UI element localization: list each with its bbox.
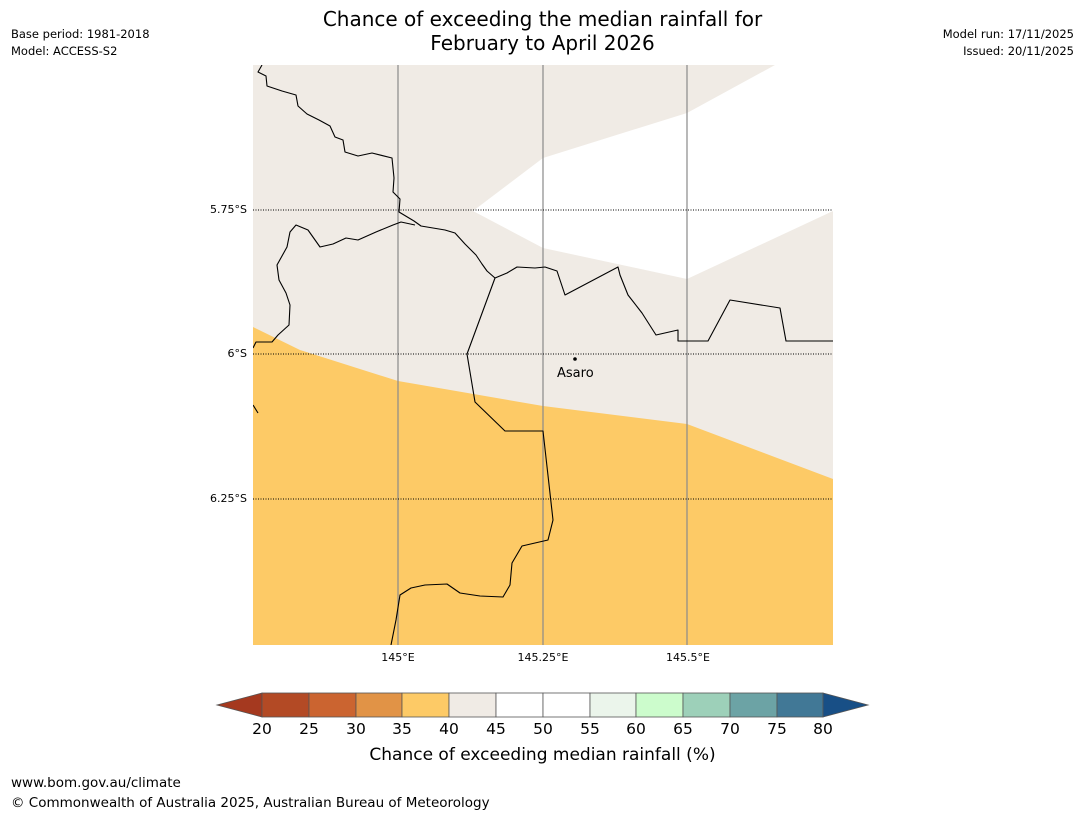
colorbar-extend-low: [215, 692, 263, 718]
base-period: Base period: 1981-2018: [11, 27, 150, 41]
boundary-edge-fragment: [253, 404, 259, 414]
colorbar-tick-45: 45: [486, 720, 506, 738]
boundary-northern: [257, 65, 833, 342]
meta-right: Model run: 17/11/2025 Issued: 20/11/2025: [943, 26, 1074, 60]
footer-copyright: © Commonwealth of Australia 2025, Austra…: [11, 795, 490, 811]
map-title: Chance of exceeding the median rainfall …: [0, 7, 1085, 55]
colorbar-extend-high: [822, 692, 870, 718]
colorbar-segment-45-50: [495, 692, 544, 718]
lat-label-5-75s: 5.75°S: [210, 203, 247, 216]
place-label-asaro: Asaro: [557, 366, 594, 381]
forecast-zone-50-55: [473, 65, 833, 279]
colorbar-tick-50: 50: [533, 720, 553, 738]
colorbar-segment-25-30: [308, 692, 357, 718]
colorbar-segment-35-40: [401, 692, 450, 718]
colorbar-segment-75-80: [776, 692, 824, 718]
boundary-southern: [390, 277, 554, 645]
colorbar-segment-20-25: [261, 692, 310, 718]
colorbar-tick-40: 40: [439, 720, 459, 738]
colorbar-tick-25: 25: [299, 720, 319, 738]
colorbar-tick-35: 35: [392, 720, 412, 738]
lon-label-145-5e: 145.5°E: [666, 651, 710, 664]
title-line-1: Chance of exceeding the median rainfall …: [322, 7, 763, 31]
lon-label-145-25e: 145.25°E: [517, 651, 569, 664]
colorbar-segment-30-35: [355, 692, 403, 718]
colorbar-tick-70: 70: [720, 720, 740, 738]
colorbar-tick-30: 30: [346, 720, 366, 738]
issued-date: Issued: 20/11/2025: [963, 44, 1074, 58]
asaro-marker: [573, 357, 577, 361]
boundary-western: [253, 221, 416, 349]
colorbar-segment-70-75: [729, 692, 778, 718]
title-line-2: February to April 2026: [430, 31, 655, 55]
colorbar-segment-55-60: [589, 692, 637, 718]
colorbar-tick-65: 65: [673, 720, 693, 738]
colorbar-segment-50-55: [542, 692, 591, 718]
lon-label-145e: 145°E: [381, 651, 415, 664]
colorbar-tick-60: 60: [626, 720, 646, 738]
colorbar-segment-65-70: [682, 692, 731, 718]
latitude-gridlines: [253, 209, 833, 500]
colorbar-tick-80: 80: [813, 720, 833, 738]
longitude-gridlines: [397, 65, 688, 645]
colorbar-title: Chance of exceeding median rainfall (%): [369, 745, 716, 765]
province-boundaries: [253, 65, 833, 645]
colorbar-tick-75: 75: [767, 720, 787, 738]
colorbar-segment-40-45: [448, 692, 497, 718]
colorbar-tick-20: 20: [252, 720, 272, 738]
meta-left: Base period: 1981-2018 Model: ACCESS-S2: [11, 26, 150, 60]
colorbar-segment-60-65: [635, 692, 684, 718]
model-name: Model: ACCESS-S2: [11, 44, 118, 58]
colorbar-tick-55: 55: [580, 720, 600, 738]
footer-url[interactable]: www.bom.gov.au/climate: [11, 775, 181, 791]
lat-label-6s: 6°S: [227, 347, 247, 360]
model-run: Model run: 17/11/2025: [942, 27, 1074, 41]
lat-label-6-25s: 6.25°S: [210, 492, 247, 505]
